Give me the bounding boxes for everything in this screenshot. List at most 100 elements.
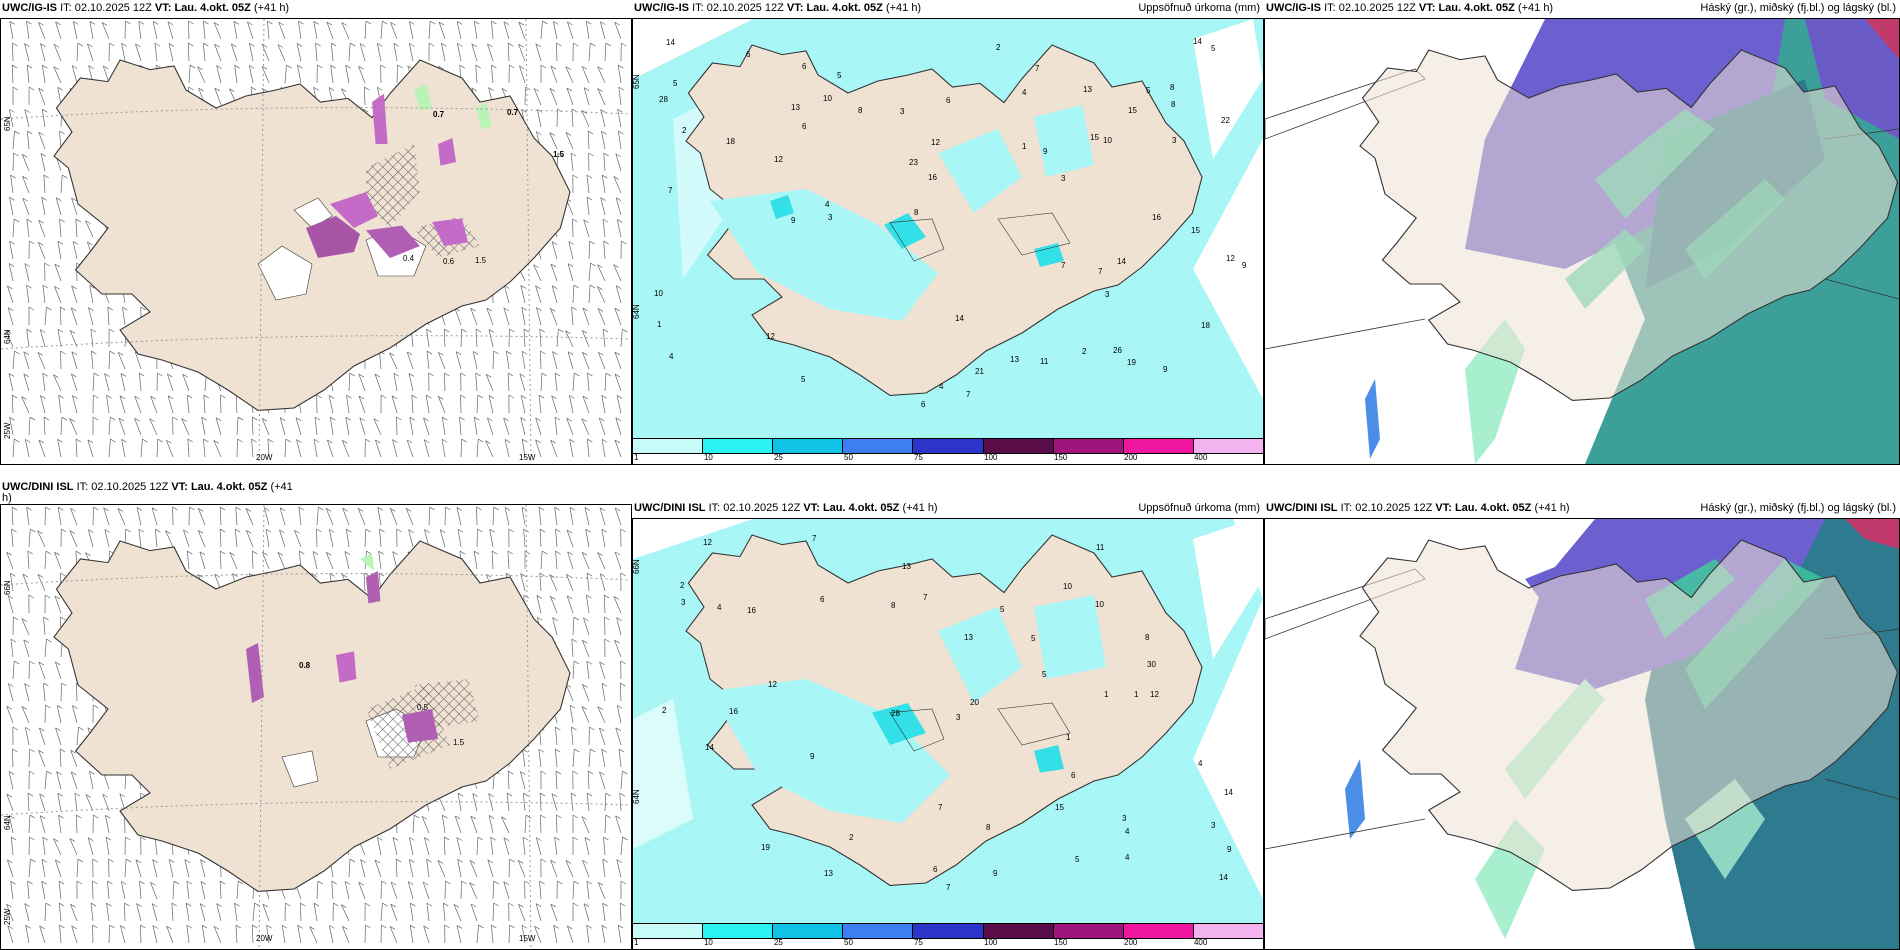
cloud-map [1265, 19, 1899, 464]
colorbar-swatch [912, 924, 983, 938]
panel-subtitle: Háský (gr.), miðský (fj.bl.) og lágský (… [1700, 502, 1896, 514]
precip-value: 4 [1125, 853, 1130, 862]
precip-value: 9 [993, 869, 998, 878]
colorbar-label: 50 [844, 938, 853, 947]
wind-map: 0.7 0.7 1.5 0.4 0.6 1.5 [1, 19, 631, 464]
precip-value: 7 [1035, 64, 1040, 73]
panel-header: UWC/DINI ISL IT: 02.10.2025 12Z VT: Lau.… [1266, 502, 1570, 514]
precip-value: 1 [1066, 733, 1071, 742]
panel-header: UWC/DINI ISL IT: 02.10.2025 12Z VT: Lau.… [634, 502, 938, 514]
precip-value: 10 [654, 289, 663, 298]
precip-value: 15 [1128, 106, 1137, 115]
precip-value: 14 [955, 314, 964, 323]
colorbar-swatch [1122, 924, 1193, 938]
precip-value: 7 [668, 186, 673, 195]
lat-label: 65N [632, 74, 641, 89]
colorbar-swatch [842, 924, 913, 938]
precip-value: 23 [909, 158, 918, 167]
map-frame [1264, 518, 1900, 950]
colorbar-label: 75 [913, 453, 923, 462]
precip-value: 1 [1134, 690, 1139, 699]
precip-value: 15 [1090, 133, 1099, 142]
lat-label: 64N [632, 789, 641, 804]
colorbar-label: 1 [634, 453, 639, 462]
precip-value: 8 [914, 208, 919, 217]
precip-value: 28 [659, 95, 668, 104]
precip-value: 13 [824, 869, 833, 878]
precip-value: 10 [823, 94, 832, 103]
precip-value: 12 [766, 332, 775, 341]
precip-value: 2 [849, 833, 854, 842]
precip-value: 5 [837, 71, 842, 80]
colorbar-label: 10 [703, 938, 713, 947]
precip-value: 18 [726, 137, 735, 146]
precip-value: 6 [746, 50, 751, 59]
precip-value: 3 [1172, 136, 1177, 145]
panel-header: UWC/IG-IS IT: 02.10.2025 12Z VT: Lau. 4.… [634, 2, 922, 14]
precip-value: 20 [970, 698, 979, 707]
value-label: 0.8 [299, 661, 311, 670]
precip-value: 19 [761, 843, 770, 852]
cloud-map [1265, 519, 1899, 949]
colorbar-swatch [982, 924, 1053, 938]
precip-value: 2 [1082, 347, 1087, 356]
precip-value: 7 [812, 534, 817, 543]
precip-value: 3 [956, 713, 961, 722]
map-frame: 2 6 3 4 5 6 7 3 8 9 12 10 15 12 7 5 4 3 9 13 19 15 16 14 13 12 8 7 6… [632, 18, 1264, 465]
precip-value: 5 [1031, 634, 1036, 643]
colorbar-swatch [842, 439, 913, 453]
lat-label: 66N [3, 580, 12, 595]
panel-subtitle: Háský (gr.), miðský (fj.bl.) og lágský (… [1700, 2, 1896, 14]
precip-value: 9 [1163, 365, 1168, 374]
colorbar-swatch [1052, 924, 1123, 938]
value-label: 1.5 [453, 738, 465, 747]
colorbar-label: 100 [984, 453, 998, 462]
precip-value: 4 [939, 382, 944, 391]
precip-value: 21 [975, 367, 984, 376]
precip-value: 1 [1022, 142, 1027, 151]
precip-value: 2 [680, 581, 685, 590]
precip-value: 8 [1171, 100, 1176, 109]
precip-value: 2 [662, 706, 667, 715]
precip-value: 1 [1104, 690, 1109, 699]
colorbar-label: 50 [844, 453, 853, 462]
precip-value: 18 [1201, 321, 1210, 330]
precip-value: 16 [1152, 213, 1161, 222]
precip-value: 8 [1170, 83, 1175, 92]
precip-value: 9 [791, 216, 796, 225]
precip-value: 6 [802, 62, 807, 71]
precip-value: 2 [682, 126, 687, 135]
value-label: 0.7 [507, 108, 519, 117]
lon-label: 15W [519, 934, 536, 943]
precip-value: 15 [1055, 803, 1064, 812]
precip-value: 30 [1147, 660, 1156, 669]
colorbar-label: 1 [634, 938, 639, 947]
colorbar-swatch [1052, 439, 1123, 453]
map-frame [1264, 18, 1900, 465]
precip-value: 3 [1105, 290, 1110, 299]
precip-value: 8 [986, 823, 991, 832]
precip-value: 3 [1061, 174, 1066, 183]
precip-value: 13 [902, 562, 911, 571]
precip-value: 14 [666, 38, 675, 47]
precip-value: 3 [900, 107, 905, 116]
panel-header: UWC/DINI ISL IT: 02.10.2025 12Z VT: Lau.… [2, 481, 293, 504]
precip-value: 4 [1125, 827, 1130, 836]
precip-value: 14 [1219, 873, 1228, 882]
colorbar-swatch [912, 439, 983, 453]
precip-values: 1342867910121435149101415863752830161214… [662, 534, 1233, 892]
precip-value: 13 [964, 633, 973, 642]
panel-subtitle: Uppsöfnuð úrkoma (mm) [1138, 502, 1260, 514]
precip-value: 6 [921, 400, 926, 409]
map-frame: 0.8 0.5 1.5 66N 64N 25W 20W 15W [0, 504, 632, 950]
precip-value: 5 [1211, 44, 1216, 53]
precip-value: 7 [938, 803, 943, 812]
precip-value: 15 [1191, 226, 1200, 235]
precip-value: 9 [810, 752, 815, 761]
precip-map: 1342867910121435149101415863752830161214… [633, 519, 1263, 923]
lon-label: 15W [519, 453, 536, 462]
colorbar-swatch [633, 924, 703, 938]
map-frame: 13 4 2 8 6 7 9 10 12 14 3 5 1 4 9 10 14 15 8 6 3 7 5 28 30 16 12 14… [632, 518, 1264, 950]
